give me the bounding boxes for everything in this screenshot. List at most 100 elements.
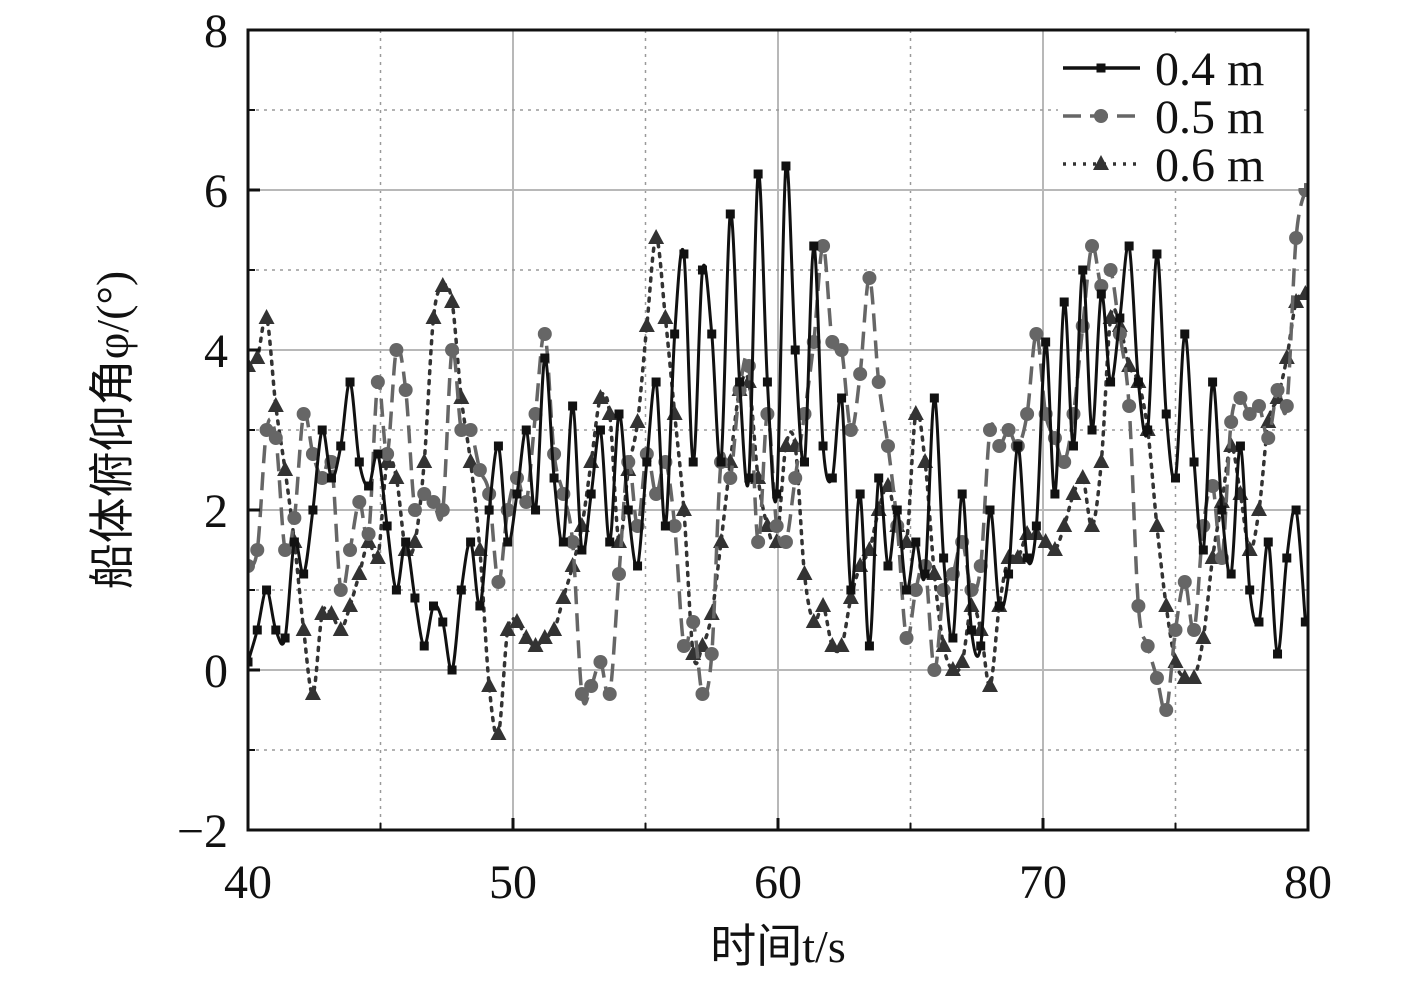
- data-point-marker: [1065, 485, 1082, 500]
- data-point-marker: [323, 605, 340, 620]
- data-point-marker: [1171, 473, 1180, 483]
- data-point-marker: [289, 537, 299, 547]
- data-point-marker: [753, 169, 763, 179]
- data-point-marker: [1205, 479, 1220, 493]
- legend: 0.4 m0.5 m0.6 m: [1058, 36, 1304, 192]
- data-point-marker: [827, 473, 837, 483]
- data-point-marker: [1068, 441, 1078, 451]
- data-point-marker: [1131, 599, 1146, 613]
- data-point-marker: [258, 309, 275, 324]
- data-point-marker: [778, 535, 793, 549]
- data-point-marker: [259, 423, 274, 437]
- data-point-marker: [456, 585, 466, 595]
- data-point-marker: [434, 277, 451, 292]
- data-point-marker: [429, 601, 438, 611]
- data-point-marker: [800, 457, 809, 467]
- data-point-marker: [471, 541, 488, 556]
- x-tick-label: 60: [754, 856, 802, 909]
- data-point-marker: [816, 239, 831, 253]
- data-point-marker: [788, 471, 803, 485]
- data-point-marker: [499, 621, 516, 636]
- data-point-marker: [508, 613, 525, 628]
- data-point-marker: [623, 505, 633, 515]
- data-point-marker: [976, 641, 986, 651]
- data-point-marker: [426, 495, 441, 509]
- data-point-marker: [927, 663, 942, 677]
- data-point-marker: [1161, 409, 1171, 419]
- data-point-marker: [853, 367, 868, 381]
- data-point-marker: [475, 601, 485, 611]
- legend-entry: 0.5 m: [1063, 91, 1264, 144]
- data-point-marker: [1152, 249, 1162, 259]
- data-point-marker: [595, 425, 605, 435]
- data-point-marker: [419, 641, 429, 651]
- legend-entries: 0.4 m0.5 m0.6 m: [1063, 43, 1264, 192]
- data-point-marker: [790, 345, 800, 355]
- data-point-marker: [911, 537, 921, 547]
- data-point-marker: [902, 585, 912, 595]
- data-point-marker: [1263, 537, 1273, 547]
- data-point-marker: [1078, 265, 1088, 275]
- data-point-marker: [1195, 629, 1212, 644]
- data-point-marker: [1009, 549, 1026, 564]
- data-point-marker: [638, 317, 655, 332]
- data-point-marker: [1189, 457, 1199, 467]
- data-point-marker: [703, 605, 720, 620]
- data-point-marker: [1148, 517, 1165, 532]
- data-point-marker: [1050, 489, 1060, 499]
- y-tick-label: 6: [204, 165, 228, 218]
- data-point-marker: [1029, 327, 1044, 341]
- data-point-marker: [435, 503, 450, 517]
- data-point-marker: [373, 449, 383, 459]
- legend-marker: [1096, 63, 1106, 73]
- data-point-marker: [315, 471, 330, 485]
- data-point-marker: [633, 561, 643, 571]
- data-point-marker: [1224, 415, 1239, 429]
- data-point-marker: [1066, 407, 1081, 421]
- data-point-marker: [908, 583, 923, 597]
- data-point-marker: [1004, 569, 1014, 579]
- data-point-marker: [1046, 541, 1063, 556]
- data-point-marker: [1121, 357, 1138, 372]
- data-point-marker: [369, 549, 386, 564]
- axis-ticks: [246, 28, 1310, 832]
- data-point-marker: [629, 413, 646, 428]
- data-point-marker: [864, 641, 874, 651]
- data-point-marker: [929, 393, 939, 403]
- data-point-marker: [716, 457, 726, 467]
- data-point-marker: [1143, 425, 1153, 435]
- data-point-marker: [899, 631, 914, 645]
- data-point-marker: [512, 489, 522, 499]
- data-point-marker: [688, 457, 698, 467]
- data-point-marker: [252, 625, 262, 635]
- data-point-marker: [612, 567, 626, 581]
- data-point-marker: [1059, 297, 1069, 307]
- x-tick-label: 50: [489, 856, 537, 909]
- data-point-marker: [536, 629, 553, 644]
- data-point-marker: [438, 617, 448, 627]
- data-point-marker: [892, 505, 902, 515]
- data-point-marker: [345, 377, 355, 387]
- data-point-marker: [874, 473, 884, 483]
- data-point-marker: [805, 613, 822, 628]
- data-point-marker: [493, 441, 503, 451]
- y-tick-labels: −2 0 2 4 6 8: [177, 5, 228, 858]
- data-point-marker: [1177, 575, 1192, 589]
- data-point-marker: [1261, 431, 1276, 445]
- data-point-marker: [966, 625, 976, 635]
- data-point-marker: [679, 249, 689, 259]
- data-point-marker: [447, 665, 457, 675]
- data-point-marker: [592, 389, 609, 404]
- data-point-marker: [1158, 597, 1175, 612]
- data-point-marker: [364, 481, 374, 491]
- data-point-marker: [1102, 309, 1119, 324]
- data-point-marker: [1186, 669, 1203, 684]
- data-point-marker: [939, 553, 949, 563]
- data-point-marker: [992, 439, 1007, 453]
- data-point-marker: [593, 655, 608, 669]
- data-point-marker: [481, 677, 498, 692]
- series-layer: [248, 161, 1308, 740]
- data-point-marker: [1168, 623, 1183, 637]
- data-point-marker: [936, 583, 951, 597]
- data-point-marker: [1187, 623, 1202, 637]
